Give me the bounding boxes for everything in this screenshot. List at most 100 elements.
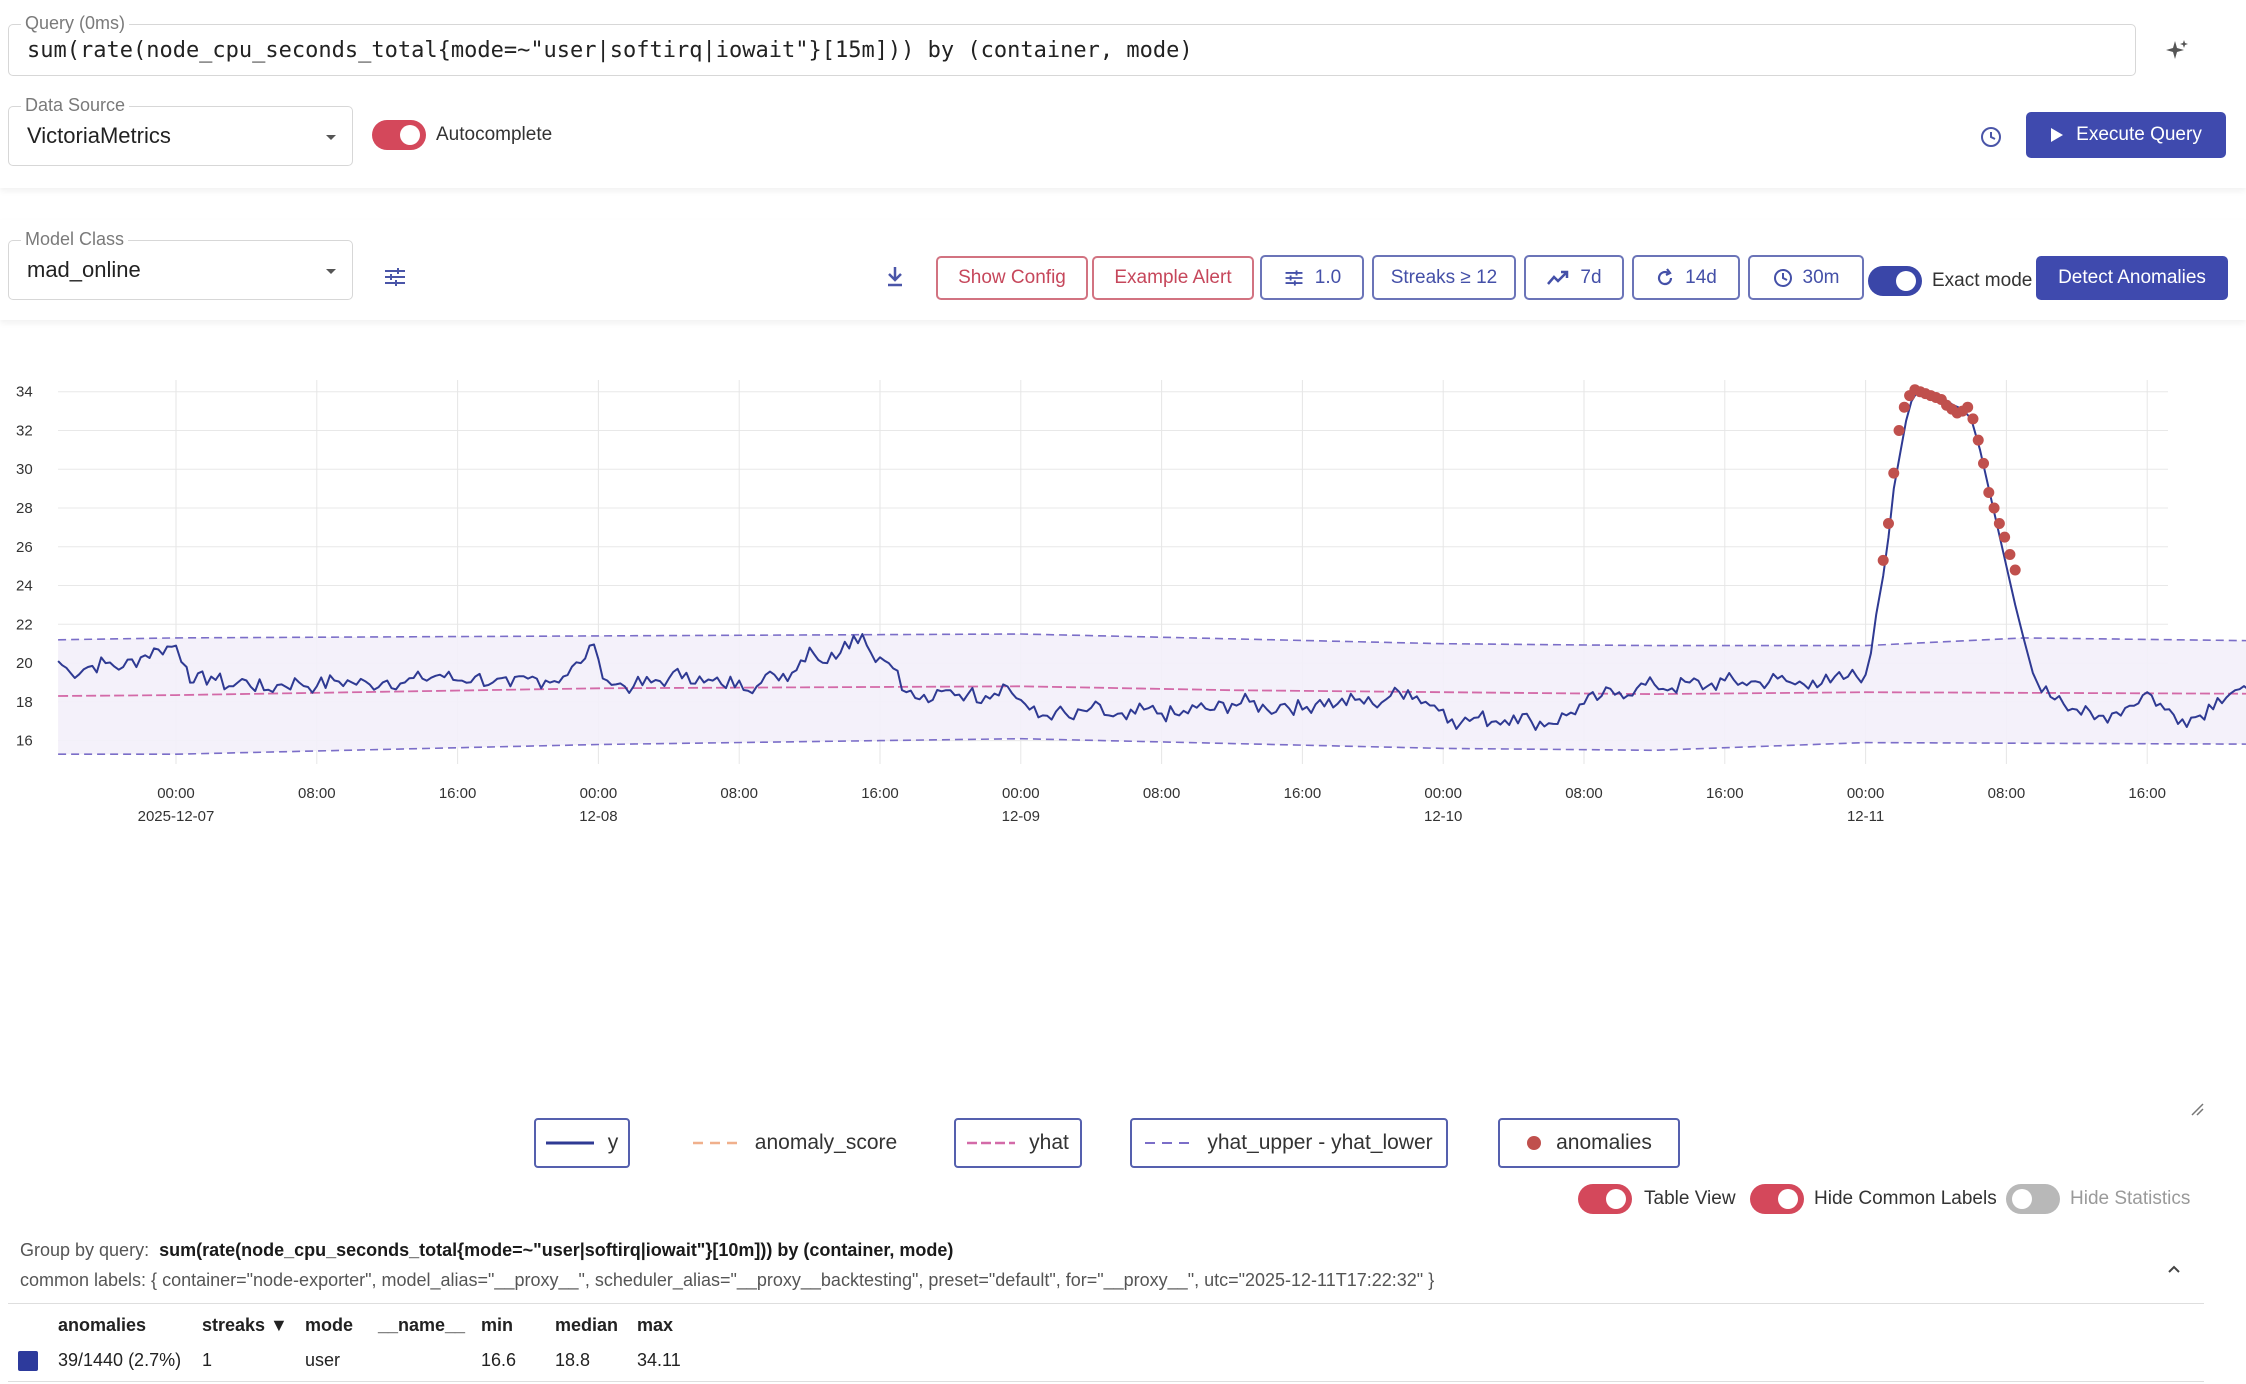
anomaly-point [2004, 549, 2016, 561]
anomaly-point [1898, 401, 1910, 413]
col-header-mode[interactable]: mode [305, 1315, 354, 1335]
x-tick-label: 16:00 [2128, 785, 2166, 802]
threshold-label: 1.0 [1314, 266, 1342, 288]
y-tick-label: 32 [16, 422, 33, 439]
x-tick-label: 08:00 [1565, 785, 1603, 802]
detect-anomalies-button[interactable]: Detect Anomalies [2036, 256, 2228, 300]
x-tick-date: 12-11 [1847, 808, 1884, 825]
table-view-toggle[interactable] [1578, 1184, 1632, 1214]
model-class-value: mad_online [27, 257, 141, 282]
datasource-label: Data Source [21, 95, 130, 116]
x-tick-date: 2025-12-07 [138, 808, 215, 825]
anomaly-point [1962, 401, 1974, 413]
table-divider [8, 1303, 2204, 1304]
hide-common-labels-toggle[interactable] [1750, 1184, 1804, 1214]
table-cell-anomalies: 39/1440 (2.7%) [58, 1350, 182, 1370]
col-header-min[interactable]: min [481, 1315, 514, 1335]
refit-button[interactable]: 14d [1632, 255, 1740, 300]
col-header-median[interactable]: median [555, 1315, 619, 1335]
chevron-down-icon [326, 135, 336, 140]
solid-line-icon [545, 1141, 594, 1145]
resize-handle-icon[interactable] [2190, 1102, 2204, 1116]
x-tick-label: 00:00 [1002, 785, 1040, 802]
tune-settings-icon[interactable] [382, 264, 408, 290]
x-tick-label: 08:00 [1143, 785, 1181, 802]
step-label: 30m [1802, 266, 1840, 288]
download-icon[interactable] [882, 264, 908, 290]
series-color-swatch[interactable] [18, 1351, 38, 1371]
col-header-anomalies[interactable]: anomalies [58, 1315, 147, 1335]
x-tick-label: 16:00 [1284, 785, 1322, 802]
show-config-button[interactable]: Show Config [936, 256, 1088, 300]
x-tick-label: 00:00 [157, 785, 195, 802]
legend-bounds-label: yhat_upper - yhat_lower [1207, 1131, 1433, 1154]
anomaly-point [1972, 434, 1984, 446]
streaks-button[interactable]: Streaks ≥ 12 [1372, 255, 1516, 300]
execute-query-label: Execute Query [2076, 124, 2202, 145]
datasource-value: VictoriaMetrics [27, 123, 171, 148]
anomaly-point [1999, 531, 2011, 543]
datasource-select[interactable]: Data Source VictoriaMetrics [8, 95, 353, 166]
fit-window-button[interactable]: 7d [1524, 255, 1624, 300]
exact-mode-toggle[interactable] [1868, 266, 1922, 296]
x-tick-label: 16:00 [439, 785, 477, 802]
x-tick-label: 00:00 [580, 785, 618, 802]
anomaly-point [2009, 564, 2021, 576]
group-by-query: Group by query: sum(rate(node_cpu_seconds… [20, 1240, 953, 1261]
y-tick-label: 16 [16, 733, 33, 750]
legend-y[interactable]: y [534, 1118, 630, 1168]
legend-anomaly-score-label: anomaly_score [754, 1131, 898, 1154]
x-tick-date: 12-08 [579, 808, 617, 825]
execute-query-button[interactable]: Execute Query [2026, 112, 2226, 158]
group-by-value: sum(rate(node_cpu_seconds_total{mode=~"u… [159, 1240, 954, 1260]
group-by-label: Group by query: [20, 1240, 150, 1260]
x-tick-label: 00:00 [1847, 785, 1885, 802]
series-yhat [58, 685, 2246, 697]
exact-mode-label: Exact mode [1932, 270, 2033, 291]
hide-common-labels-label: Hide Common Labels [1814, 1188, 1997, 1209]
autocomplete-toggle[interactable] [372, 120, 426, 150]
y-tick-label: 24 [16, 578, 33, 595]
legend-bounds[interactable]: yhat_upper - yhat_lower [1130, 1118, 1448, 1168]
legend-anomaly-score[interactable]: anomaly_score [680, 1118, 910, 1168]
example-alert-button[interactable]: Example Alert [1092, 256, 1254, 300]
autocomplete-label: Autocomplete [436, 124, 553, 145]
series-yhat-upper [58, 633, 2246, 647]
legend-yhat[interactable]: yhat [954, 1118, 1082, 1168]
query-input[interactable]: sum(rate(node_cpu_seconds_total{mode=~"u… [27, 38, 1193, 63]
show-config-label: Show Config [958, 267, 1066, 288]
anomaly-point [1988, 502, 2000, 514]
anomaly-point [1893, 424, 1905, 436]
model-class-select[interactable]: Model Class mad_online [8, 229, 353, 300]
hide-statistics-label: Hide Statistics [2070, 1188, 2191, 1209]
col-header-streaks[interactable]: streaks ▼ [202, 1315, 288, 1335]
col-header-name[interactable]: __name__ [378, 1315, 466, 1335]
x-tick-label: 00:00 [1424, 785, 1462, 802]
table-cell-mode: user [305, 1350, 341, 1370]
legend-anomalies-label: anomalies [1556, 1131, 1652, 1154]
clock-icon [1773, 268, 1792, 287]
col-header-max[interactable]: max [637, 1315, 674, 1335]
dashed-line-icon [967, 1141, 1016, 1145]
y-tick-label: 18 [16, 694, 33, 711]
x-tick-date: 12-09 [1002, 808, 1040, 825]
anomaly-point [1888, 467, 1900, 479]
legend-anomalies[interactable]: anomalies [1498, 1118, 1680, 1168]
tune-icon [1285, 269, 1303, 286]
chevron-up-icon[interactable] [2164, 1262, 2184, 1276]
fit-window-label: 7d [1580, 266, 1602, 288]
series-yhat-lower [58, 737, 2246, 755]
x-tick-label: 08:00 [298, 785, 336, 802]
step-button[interactable]: 30m [1748, 255, 1864, 300]
y-tick-label: 20 [16, 655, 33, 672]
anomaly-chart[interactable]: 16 18 20 22 24 26 28 30 32 34 00:00 2025-12-07 08:00… [0, 360, 2246, 1120]
streaks-label: Streaks ≥ 12 [1390, 266, 1498, 288]
threshold-button[interactable]: 1.0 [1260, 255, 1364, 300]
x-tick-date: 12-10 [1424, 808, 1462, 825]
x-tick-label: 16:00 [861, 785, 899, 802]
history-icon[interactable] [1978, 124, 2004, 150]
legend-y-label: y [607, 1131, 619, 1154]
ai-sparkle-icon[interactable] [2164, 38, 2190, 64]
hide-statistics-toggle[interactable] [2006, 1184, 2060, 1214]
query-field[interactable]: Query (0ms) sum(rate(node_cpu_seconds_to… [8, 13, 2136, 76]
